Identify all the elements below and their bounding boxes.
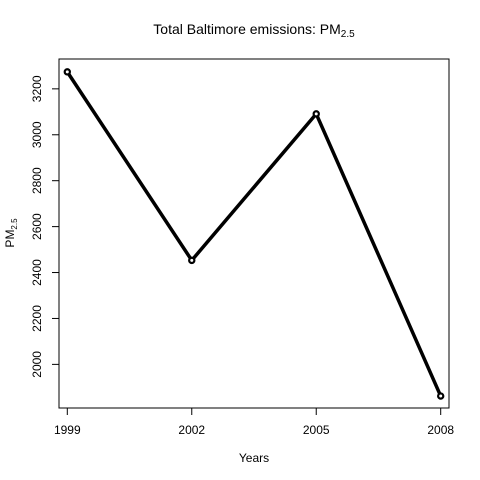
y-axis-label: PM2.5 (3, 218, 19, 248)
chart-title-subscript: 2.5 (341, 29, 355, 40)
x-tick-label: 2008 (427, 423, 454, 437)
data-point (188, 256, 196, 265)
chart-title: Total Baltimore emissions: PM2.5 (153, 21, 355, 40)
plot-frame (58, 58, 450, 409)
y-axis-ticks: 2000 2200 2400 2600 2800 3000 3200 (30, 75, 60, 378)
y-tick-label: 2200 (30, 305, 44, 332)
data-point (312, 110, 320, 118)
x-tick-label: 1999 (54, 423, 81, 437)
y-tick-label: 2800 (30, 167, 44, 194)
chart-title-main: Total Baltimore emissions: PM (153, 21, 341, 37)
data-point (63, 68, 71, 76)
x-axis-ticks: 1999 2002 2005 2008 (54, 407, 454, 437)
x-axis-label: Years (239, 451, 269, 465)
y-tick-label: 2400 (30, 259, 44, 286)
series-line (65, 70, 443, 397)
y-tick-label: 2600 (30, 213, 44, 240)
x-tick-label: 2005 (303, 423, 330, 437)
y-tick-label: 2000 (30, 351, 44, 378)
series-emissions (63, 68, 445, 400)
y-tick-label: 3200 (30, 75, 44, 102)
data-point (437, 392, 445, 400)
y-axis-label-subscript: 2.5 (10, 218, 19, 230)
x-tick-label: 2002 (178, 423, 205, 437)
y-tick-label: 3000 (30, 121, 44, 148)
y-axis-label-main: PM (3, 230, 17, 248)
